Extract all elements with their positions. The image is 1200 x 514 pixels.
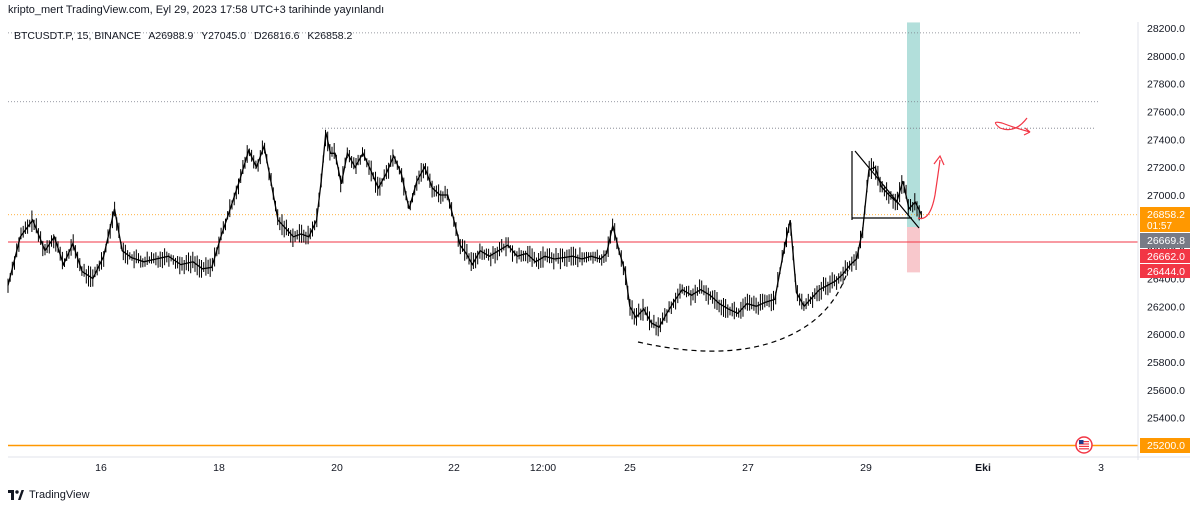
header-bar: kripto_mert TradingView.com, Eyl 29, 202… — [0, 0, 1200, 22]
price-tag-label: 25200.0 — [1147, 440, 1185, 452]
published-info: kripto_mert TradingView.com, Eyl 29, 202… — [8, 4, 385, 16]
x-tick-label: 20 — [331, 462, 343, 474]
candles — [7, 129, 922, 337]
price-tag-label: 26662.0 — [1147, 251, 1185, 263]
stop-zone — [907, 227, 920, 273]
countdown-label: 01:57 — [1147, 221, 1172, 232]
x-tick-label: 18 — [213, 462, 225, 474]
y-tick-label: 26200.0 — [1147, 301, 1185, 313]
y-tick-label: 25400.0 — [1147, 413, 1185, 425]
price-tag-label: 26858.2 — [1147, 209, 1185, 221]
x-tick-label: 25 — [624, 462, 636, 474]
legend-high: Y27045.0 — [201, 30, 247, 42]
x-tick-label: 22 — [448, 462, 460, 474]
price-tag — [1140, 249, 1190, 263]
x-tick-label: 16 — [95, 462, 107, 474]
y-tick-label: 27800.0 — [1147, 79, 1185, 91]
symbol-legend: BTCUSDT.P, 15, BINANCE A26988.9 Y27045.0… — [14, 30, 357, 42]
rounded-bottom-arc — [637, 269, 849, 352]
footer-brand-label: TradingView — [29, 489, 90, 501]
y-tick-label: 25600.0 — [1147, 385, 1185, 397]
y-tick-label: 27000.0 — [1147, 190, 1185, 202]
price-tag — [1140, 207, 1190, 232]
legend-symbol: BTCUSDT.P, 15, BINANCE — [14, 30, 142, 42]
price-tag — [1140, 233, 1190, 248]
y-tick-label: 28000.0 — [1147, 51, 1185, 63]
infinity-scribble — [994, 117, 1031, 136]
arrow-head-icon — [933, 154, 945, 166]
legend-close: K26858.2 — [307, 30, 353, 42]
time-axis: 16 18 20 22 12:00 25 27 29 Eki 3 — [8, 456, 1190, 474]
legend-low: D26816.6 — [253, 30, 300, 42]
y-tick-label: 27400.0 — [1147, 134, 1185, 146]
price-tag — [1140, 264, 1190, 278]
y-tick-label: 27600.0 — [1147, 107, 1185, 119]
x-tick-label: 3 — [1098, 462, 1104, 474]
price-tag-label: 26444.0 — [1147, 266, 1185, 278]
price-line — [7, 132, 922, 329]
y-tick-label: 27200.0 — [1147, 162, 1185, 174]
legend-open: A26988.9 — [148, 30, 194, 42]
y-tick-label: 28200.0 — [1147, 23, 1185, 35]
price-tag — [1140, 438, 1190, 453]
x-tick-label: 12:00 — [530, 462, 556, 474]
y-tick-label: 25800.0 — [1147, 357, 1185, 369]
plot-layer — [7, 22, 1138, 447]
x-tick-label: Eki — [975, 462, 991, 474]
triangle-pattern — [851, 150, 920, 229]
x-tick-label: 27 — [742, 462, 754, 474]
price-tag-label: 26669.8 — [1147, 235, 1185, 247]
price-axis: 25400.025600.025800.026000.026200.026400… — [1137, 22, 1190, 460]
tradingview-logo-icon — [8, 490, 24, 500]
footer-brand[interactable]: TradingView — [8, 487, 90, 503]
us-flag-icon — [1075, 436, 1093, 454]
x-tick-label: 29 — [860, 462, 872, 474]
target-zone — [907, 22, 920, 228]
projection-arrow — [917, 159, 941, 220]
y-tick-label: 26000.0 — [1147, 329, 1185, 341]
